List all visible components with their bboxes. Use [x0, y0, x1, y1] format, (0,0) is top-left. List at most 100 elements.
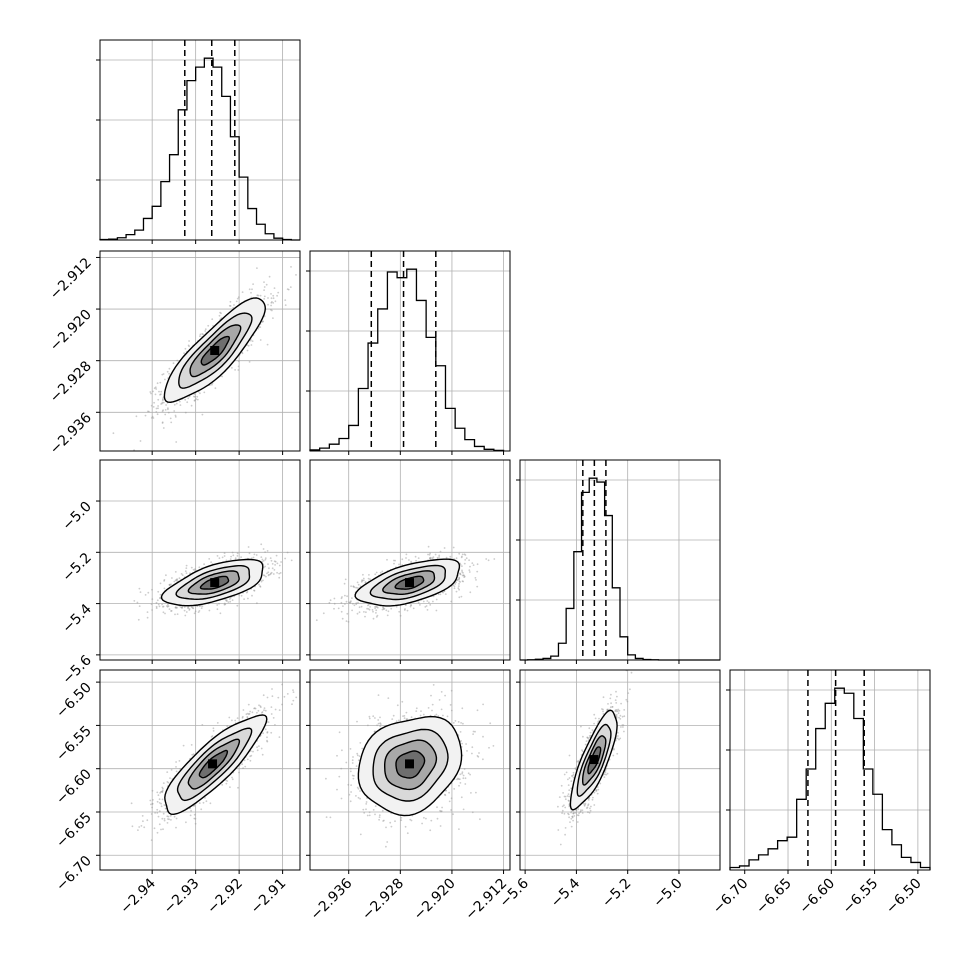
scatter-point	[337, 607, 340, 610]
scatter-panel-1-2	[306, 459, 511, 664]
scatter-point	[156, 413, 159, 416]
scatter-point	[295, 274, 297, 276]
scatter-point	[165, 574, 167, 577]
scatter-point	[417, 557, 420, 559]
scatter-point	[263, 286, 266, 288]
scatter-point	[350, 600, 352, 603]
tick-label: −6.50	[883, 876, 925, 918]
scatter-point	[266, 550, 269, 552]
contour-line	[382, 570, 436, 595]
scatter-point	[270, 559, 273, 562]
scatter-point	[185, 564, 188, 567]
histogram-step	[309, 268, 505, 452]
scatter-point	[289, 286, 292, 288]
tick-label: −5.4	[59, 601, 94, 636]
scatter-point	[199, 333, 202, 336]
scatter-point	[459, 573, 462, 575]
histogram-step	[520, 477, 720, 661]
scatter-point	[247, 546, 250, 548]
scatter-point	[157, 590, 160, 593]
scatter-point	[348, 601, 350, 604]
scatter-point	[382, 606, 384, 609]
scatter-point	[208, 558, 211, 560]
panel-frame	[99, 459, 301, 661]
scatter-point	[157, 603, 160, 606]
scatter-point	[174, 571, 177, 573]
scatter-point	[164, 413, 167, 416]
scatter-point	[346, 595, 348, 598]
scatter-point	[216, 608, 219, 611]
scatter-point	[414, 555, 417, 558]
scatter-point	[184, 347, 187, 350]
scatter-point	[162, 373, 165, 375]
scatter-point	[259, 339, 262, 341]
scatter-point	[361, 579, 364, 582]
scatter-point	[162, 401, 165, 404]
scatter-point	[224, 603, 227, 606]
scatter-point	[450, 600, 453, 603]
scatter-point	[232, 554, 235, 557]
scatter-point	[468, 569, 471, 571]
contour-line	[354, 558, 461, 607]
scatter-point	[249, 339, 252, 342]
scatter-point	[271, 309, 273, 312]
scatter-point	[458, 552, 461, 555]
scatter-point	[432, 600, 434, 603]
scatter-point	[351, 609, 353, 612]
histogram-panel-0	[96, 39, 301, 244]
scatter-point	[386, 614, 389, 617]
scatter-point	[236, 297, 239, 300]
scatter-point	[234, 557, 237, 560]
scatter-point	[436, 556, 439, 559]
scatter-point	[193, 399, 196, 402]
scatter-point	[340, 601, 343, 604]
scatter-point	[157, 407, 159, 410]
scatter-point	[371, 609, 374, 611]
scatter-point	[247, 597, 249, 600]
scatter-point	[147, 591, 150, 594]
scatter-point	[158, 605, 161, 608]
scatter-point	[179, 404, 182, 406]
scatter-point	[267, 303, 269, 306]
scatter-point	[376, 614, 379, 617]
scatter-point	[270, 297, 273, 300]
scatter-point	[439, 593, 442, 596]
scatter-point	[399, 614, 402, 617]
scatter-point	[333, 607, 335, 610]
scatter-point	[204, 328, 207, 331]
scatter-point	[151, 598, 154, 600]
scatter-point	[250, 291, 252, 294]
scatter-point	[175, 402, 178, 405]
scatter-point	[255, 554, 258, 556]
scatter-point	[184, 398, 187, 401]
scatter-point	[253, 553, 256, 556]
scatter-point	[410, 604, 412, 607]
scatter-point	[216, 555, 219, 557]
scatter-point	[159, 393, 161, 396]
scatter-point	[198, 605, 201, 608]
scatter-point	[468, 559, 470, 562]
scatter-point	[272, 297, 275, 300]
scatter-point	[406, 609, 409, 612]
scatter-point	[385, 609, 388, 612]
scatter-point	[155, 601, 158, 604]
scatter-point	[219, 612, 222, 615]
scatter-point	[240, 594, 243, 597]
scatter-points	[315, 545, 496, 623]
tick-label: −6.70	[710, 876, 752, 918]
scatter-point	[272, 294, 275, 297]
contour-line	[200, 335, 231, 366]
scatter-point	[267, 297, 269, 299]
scatter-point	[237, 296, 240, 299]
scatter-point	[185, 611, 188, 613]
scatter-point	[156, 599, 159, 602]
contour-line	[189, 324, 242, 378]
scatter-point	[248, 288, 251, 291]
scatter-point	[452, 546, 455, 549]
scatter-point	[273, 287, 276, 289]
scatter-point	[218, 314, 221, 317]
scatter-point	[237, 360, 240, 363]
scatter-point	[264, 565, 266, 568]
scatter-point	[187, 397, 190, 400]
scatter-point	[201, 413, 204, 416]
